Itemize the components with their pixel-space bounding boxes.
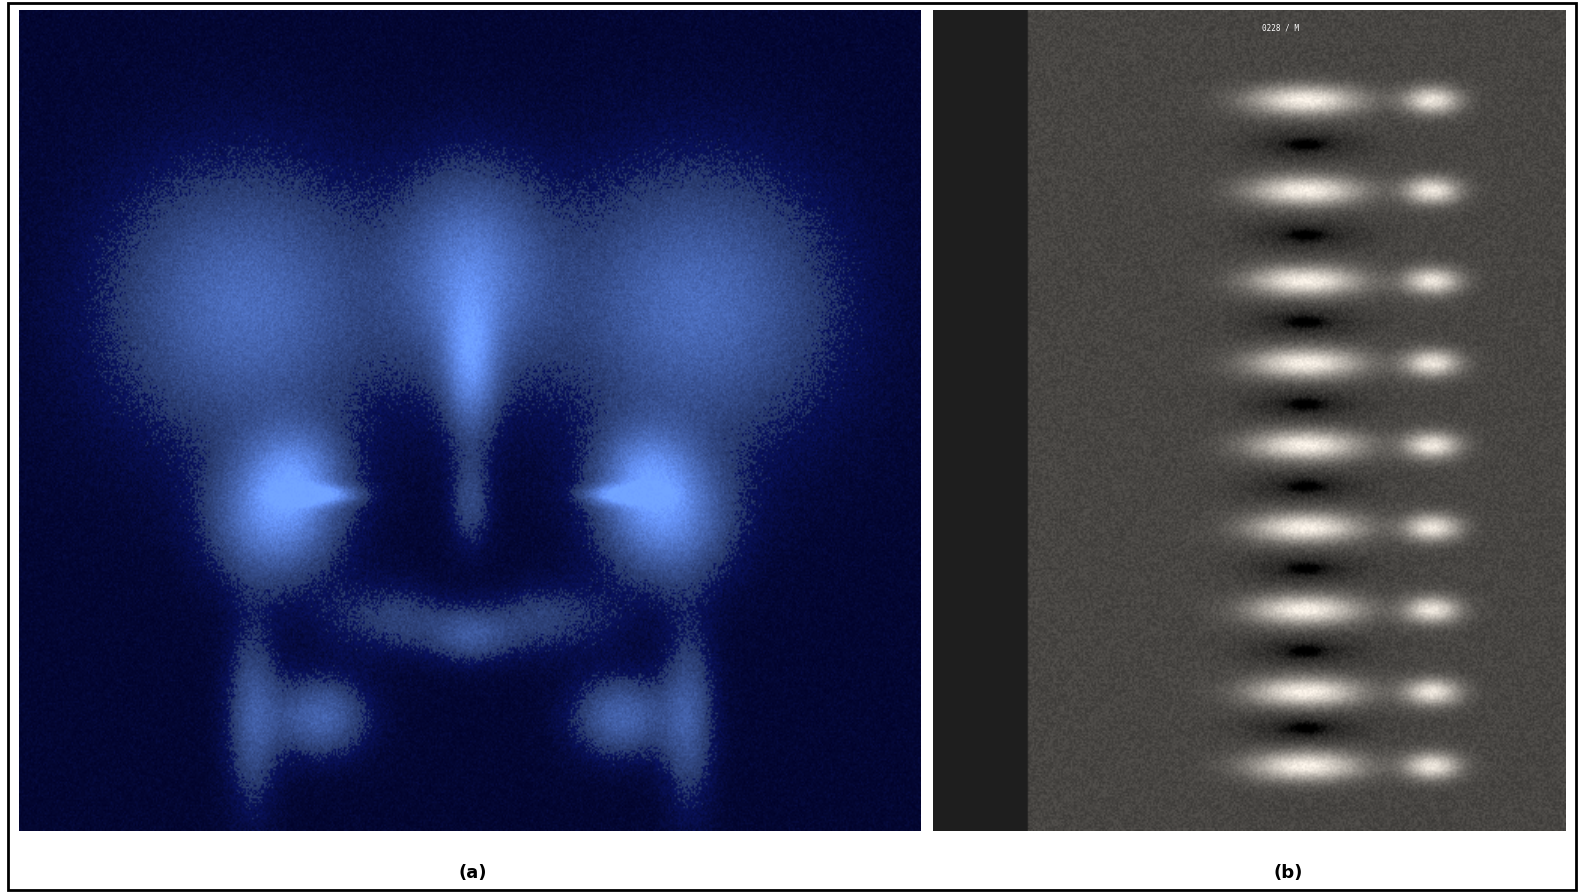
Text: 0228 / M: 0228 / M <box>1262 23 1299 32</box>
Text: (b): (b) <box>1274 863 1304 881</box>
Text: (a): (a) <box>459 863 486 881</box>
